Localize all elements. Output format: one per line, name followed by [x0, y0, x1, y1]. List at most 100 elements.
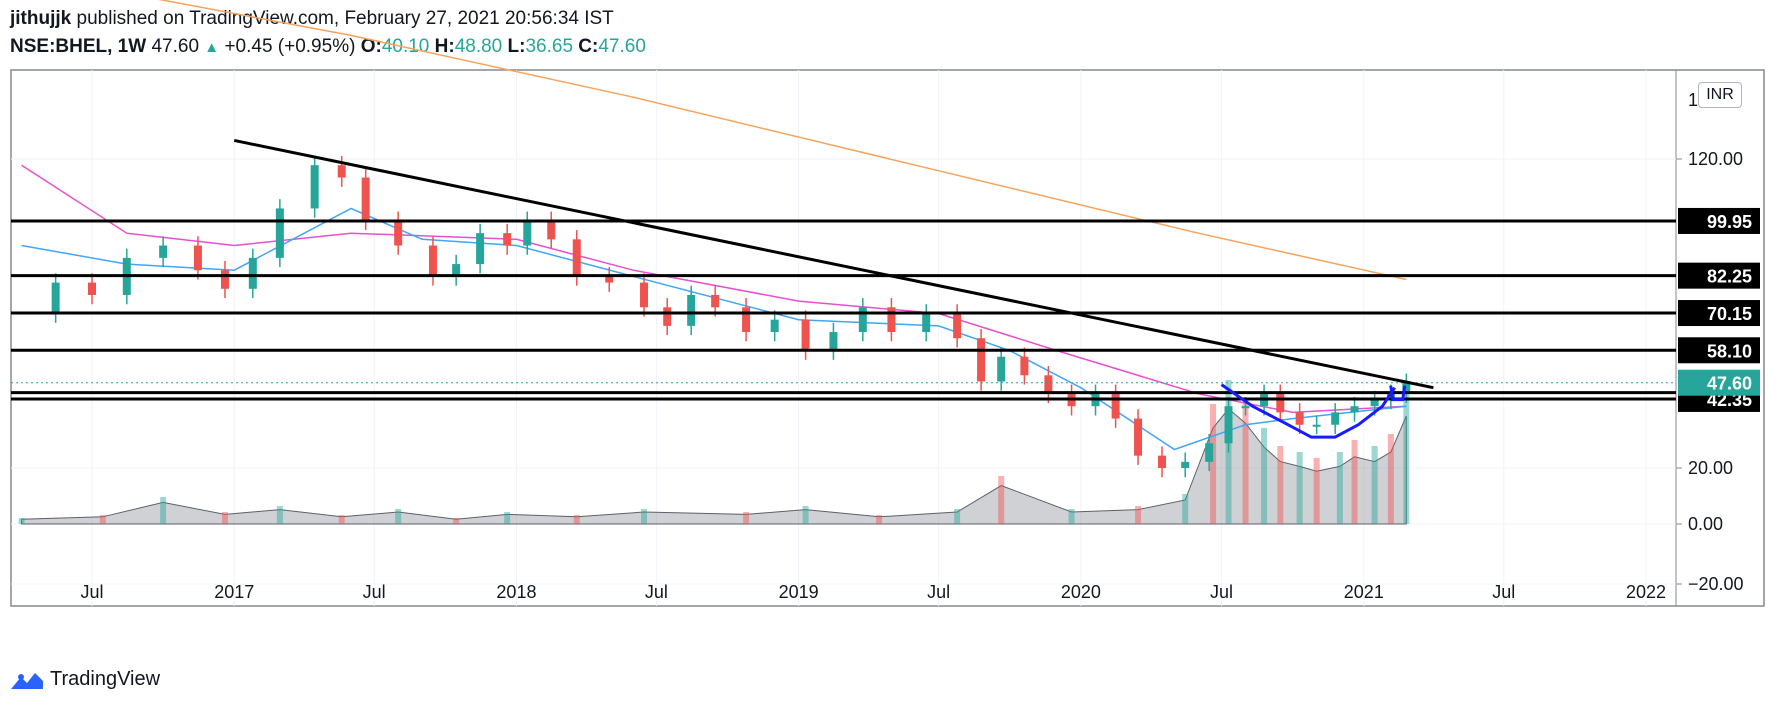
cup-pattern-curve: [1220, 383, 1396, 439]
volume-ma-area: [21, 408, 1407, 525]
candle-body: [248, 257, 257, 289]
candle-body: [953, 313, 962, 339]
x-tick-label: Jul: [363, 582, 386, 602]
open-value: 40.10: [381, 36, 430, 57]
volume-bar: [802, 506, 809, 524]
volume-bar: [876, 515, 883, 524]
candle-body: [605, 276, 614, 283]
moving-average-line: [158, 0, 1407, 281]
volume-bar: [276, 506, 283, 524]
candle-body: [1402, 382, 1411, 394]
candle-body: [640, 282, 649, 308]
candle-body: [1044, 375, 1053, 394]
x-tick-label: Jul: [80, 582, 103, 602]
ohlc-line: NSE:BHEL, 1W 47.60 ▲ +0.45 (+0.95%) O:40…: [10, 36, 646, 58]
close-value: 47.60: [598, 36, 646, 57]
candle-body: [801, 319, 810, 351]
candle-body: [476, 233, 485, 265]
candle-body: [337, 165, 346, 178]
candle-body: [1205, 443, 1214, 462]
volume-bar: [641, 509, 648, 524]
volume-bar: [1277, 446, 1284, 524]
candle-body: [1350, 406, 1359, 413]
volume-bar: [1261, 428, 1268, 524]
low-value: 36.65: [525, 36, 574, 57]
brand-name: TradingView: [50, 668, 161, 690]
candle-body: [711, 294, 720, 308]
candle-body: [1370, 400, 1379, 407]
price-level-tag: [1678, 262, 1760, 289]
volume-bar: [160, 497, 167, 524]
x-tick-label: 2022: [1626, 582, 1666, 602]
candle-body: [159, 245, 168, 258]
candle-body: [394, 220, 403, 246]
candle-body: [1295, 412, 1304, 425]
volume-bar: [743, 512, 750, 524]
volume-bar: [1313, 458, 1320, 524]
high-value: 48.80: [454, 36, 503, 57]
x-tick-label: Jul: [645, 582, 668, 602]
price-level-tag: [1678, 207, 1760, 234]
handle-pattern-curve: [1389, 385, 1407, 402]
candle-body: [1134, 418, 1143, 456]
tradingview-brand[interactable]: TradingView: [10, 668, 160, 691]
high-label: H:: [434, 36, 455, 57]
candle-body: [977, 338, 986, 382]
volume-bar: [1387, 434, 1394, 524]
price-level-label: 58.10: [1707, 341, 1752, 361]
last-value: 47.60: [151, 36, 200, 57]
change-arrow-icon: ▲: [204, 39, 220, 56]
price-level-label: 82.25: [1707, 267, 1752, 287]
volume-bar: [573, 515, 580, 524]
candle-body: [1224, 406, 1233, 444]
volume-bar: [395, 509, 402, 524]
x-tick-label: 2017: [214, 582, 254, 602]
candle-body: [275, 208, 284, 258]
publish-line: jithujjk published on TradingView.com, F…: [10, 8, 614, 30]
candle-body: [742, 307, 751, 333]
last-price-label: 47.60: [1707, 374, 1752, 394]
candle-body: [1276, 393, 1285, 413]
author-name: jithujjk: [10, 8, 72, 29]
y-tick-label-partial: 1: [1688, 90, 1698, 110]
candle-body: [663, 307, 672, 326]
price-level-label: 99.95: [1707, 212, 1752, 232]
volume-bar: [221, 512, 228, 524]
volume-bar: [954, 509, 961, 524]
volume-bar: [1242, 398, 1249, 524]
publish-text: published on TradingView.com, February 2…: [76, 8, 614, 29]
candle-body: [572, 239, 581, 277]
candle-body: [1331, 412, 1340, 425]
candle-body: [1158, 455, 1167, 468]
low-label: L:: [507, 36, 526, 57]
volume-bar: [99, 515, 106, 524]
y-tick-label: 20.00: [1688, 458, 1733, 478]
candle-body: [1111, 393, 1120, 419]
volume-bar: [998, 476, 1005, 524]
x-tick-label: 2019: [779, 582, 819, 602]
currency-badge[interactable]: INR: [1698, 82, 1742, 108]
candle-body: [770, 319, 779, 333]
candle-body: [922, 313, 931, 333]
candle-body: [997, 356, 1006, 382]
volume-bar: [1135, 506, 1142, 524]
volume-bar: [1182, 494, 1189, 524]
candle-body: [503, 233, 512, 246]
symbol-label: NSE:BHEL, 1W: [10, 36, 147, 57]
last-price-tag: [1678, 369, 1760, 396]
candle-body: [1312, 424, 1321, 427]
x-tick-label: Jul: [1210, 582, 1233, 602]
volume-bar: [453, 518, 460, 524]
y-tick-label: 0.00: [1688, 514, 1723, 534]
price-level-tag: [1678, 337, 1760, 364]
candle-body: [523, 220, 532, 246]
candle-body: [858, 307, 867, 333]
candle-body: [547, 220, 556, 240]
price-level-tag: [1678, 300, 1760, 327]
plot-frame: [10, 69, 1765, 607]
moving-average-line: [21, 164, 1407, 414]
candle-body: [310, 165, 319, 209]
volume-bar: [1371, 446, 1378, 524]
candle-body: [1020, 356, 1029, 376]
